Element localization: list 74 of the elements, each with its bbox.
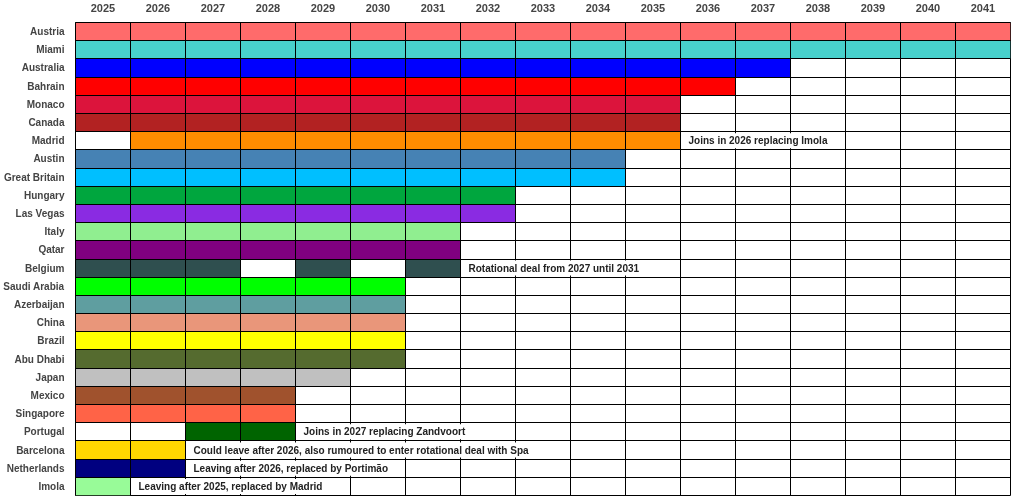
y-tick-label: Japan [35, 371, 65, 383]
x-tick-label: 2035 [640, 1, 666, 14]
y-tick-label: Azerbaijan [13, 298, 65, 310]
bar [75, 331, 406, 350]
y-tick-label: Imola [38, 480, 65, 492]
y-tick-label: Austria [30, 26, 65, 38]
y-tick-label: Australia [21, 62, 65, 74]
bar [75, 58, 791, 78]
bar [75, 404, 296, 423]
bar [75, 222, 461, 241]
x-tick-label: 2030 [365, 1, 391, 14]
y-tick-label: Bahrain [27, 80, 65, 92]
y-tick-label: Austin [33, 153, 65, 165]
y-tick-label: Monaco [26, 98, 65, 110]
bar [75, 95, 681, 114]
bar [75, 113, 681, 132]
y-tick-label: Saudi Arabia [3, 280, 65, 292]
x-tick-label: 2034 [585, 1, 612, 14]
x-tick-label: 2040 [915, 1, 941, 14]
y-tick-label: Hungary [23, 189, 65, 201]
bar [75, 386, 296, 405]
y-tick-label: Belgium [25, 262, 65, 274]
y-tick-label: Miami [36, 44, 65, 56]
x-tick-label: 2032 [475, 1, 501, 14]
bar [75, 368, 351, 387]
x-tick-label: 2025 [90, 1, 116, 14]
y-tick-label: Great Britain [3, 171, 65, 183]
bar [75, 168, 626, 187]
y-tick-label: Madrid [31, 135, 65, 147]
y-tick-label: Qatar [38, 244, 65, 256]
bar [75, 240, 461, 259]
bar [75, 77, 736, 96]
y-tick-label: Las Vegas [15, 208, 65, 220]
y-tick-label: Mexico [30, 389, 65, 401]
annotation: Joins in 2026 replacing Imola [688, 135, 828, 147]
x-tick-label: 2039 [860, 1, 886, 14]
bar [75, 204, 516, 223]
bar [405, 259, 461, 278]
x-tick-label: 2036 [695, 1, 721, 14]
annotation: Leaving after 2025, replaced by Madrid [138, 480, 323, 492]
bar [75, 149, 626, 169]
bar [75, 459, 186, 478]
y-tick-label: Singapore [15, 408, 65, 420]
bar [75, 477, 131, 496]
y-tick-label: Italy [44, 226, 65, 238]
x-tick-label: 2027 [200, 1, 226, 14]
y-tick-label: Brazil [37, 335, 65, 347]
y-tick-label: Canada [28, 117, 65, 129]
bar [75, 295, 406, 314]
x-tick-label: 2031 [420, 1, 446, 14]
annotation: Rotational deal from 2027 until 2031 [468, 262, 640, 274]
bar [130, 131, 681, 150]
annotation: Could leave after 2026, also rumoured to enter rotational deal with Spa [193, 444, 530, 456]
y-tick-label: China [36, 317, 65, 329]
x-tick-label: 2037 [750, 1, 776, 14]
y-tick-label: Barcelona [16, 444, 65, 456]
bar [75, 186, 516, 205]
y-tick-label: Netherlands [6, 462, 65, 474]
bar [75, 349, 406, 369]
bar [295, 259, 351, 278]
y-tick-label: Abu Dhabi [14, 353, 65, 365]
x-tick-label: 2029 [310, 1, 336, 14]
x-tick-label: 2026 [145, 1, 171, 14]
x-tick-label: 2041 [970, 1, 996, 14]
x-tick-label: 2038 [805, 1, 831, 14]
y-tick-label: Portugal [23, 426, 65, 438]
annotation: Leaving after 2026, replaced by Portimão [193, 462, 389, 474]
bar [75, 440, 186, 460]
bar [75, 277, 406, 296]
x-tick-label: 2028 [255, 1, 281, 14]
x-tick-label: 2033 [530, 1, 556, 14]
annotation: Joins in 2027 replacing Zandvoort [303, 426, 466, 438]
bar [75, 40, 1011, 59]
bar [75, 313, 406, 332]
